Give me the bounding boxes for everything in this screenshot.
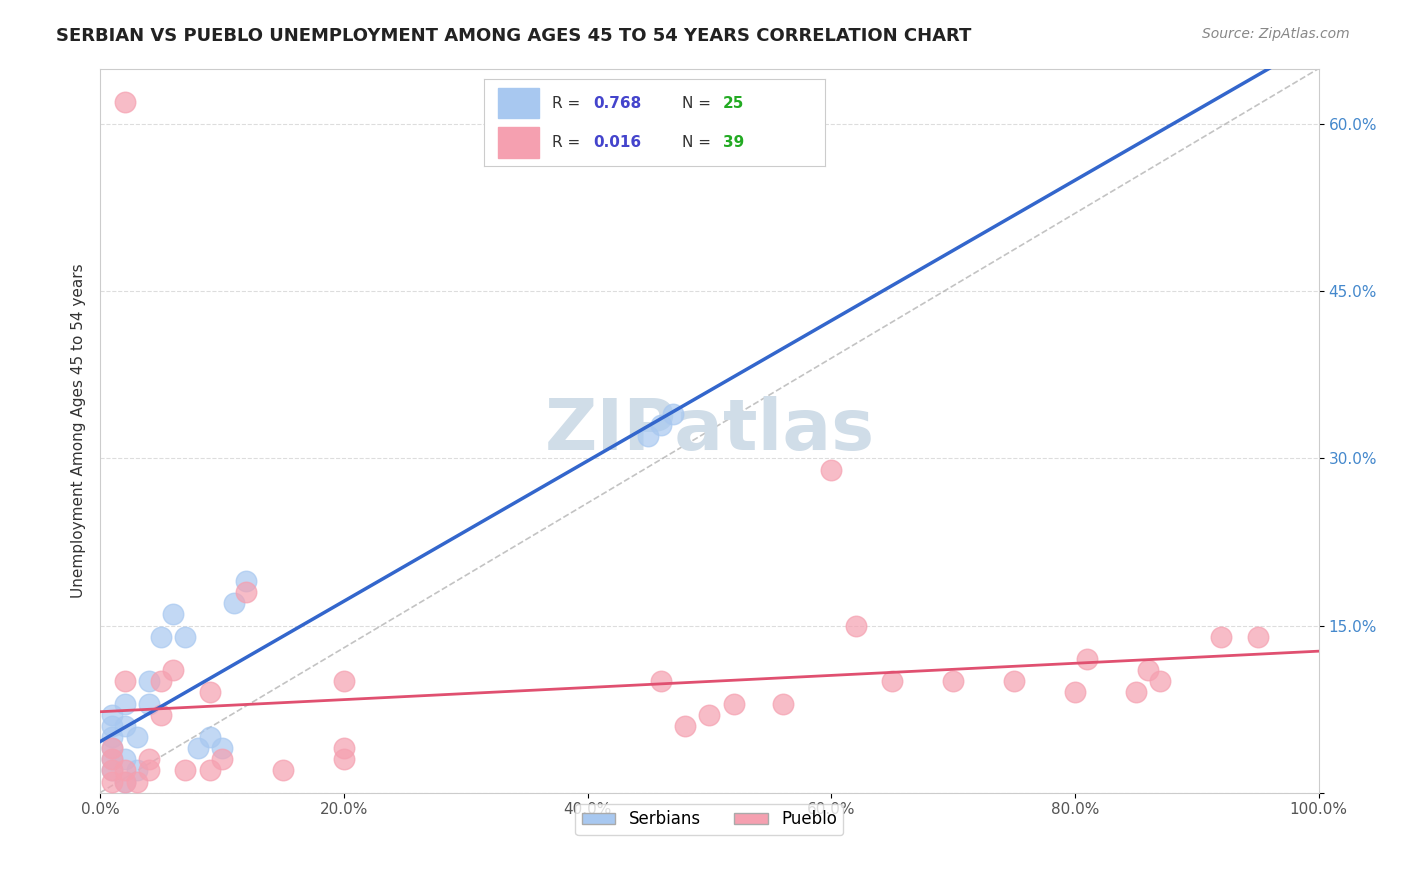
Point — [162, 607, 184, 622]
Point — [723, 697, 745, 711]
Point — [235, 574, 257, 588]
Point — [662, 407, 685, 421]
Point — [699, 707, 721, 722]
Point — [820, 462, 842, 476]
Point — [187, 741, 209, 756]
Point — [125, 730, 148, 744]
Point — [150, 707, 173, 722]
Point — [101, 741, 124, 756]
Point — [101, 730, 124, 744]
Point — [138, 697, 160, 711]
Point — [235, 585, 257, 599]
Point — [1149, 674, 1171, 689]
Text: SERBIAN VS PUEBLO UNEMPLOYMENT AMONG AGES 45 TO 54 YEARS CORRELATION CHART: SERBIAN VS PUEBLO UNEMPLOYMENT AMONG AGE… — [56, 27, 972, 45]
Point — [101, 774, 124, 789]
Point — [650, 417, 672, 432]
Point — [150, 674, 173, 689]
Point — [333, 741, 356, 756]
Point — [174, 764, 197, 778]
Point — [162, 663, 184, 677]
Point — [1064, 685, 1087, 699]
Point — [101, 707, 124, 722]
Point — [1125, 685, 1147, 699]
Point — [882, 674, 904, 689]
Point — [101, 719, 124, 733]
Point — [114, 774, 136, 789]
Point — [1211, 630, 1233, 644]
Point — [125, 774, 148, 789]
Point — [271, 764, 294, 778]
Point — [101, 752, 124, 766]
Point — [114, 674, 136, 689]
Point — [138, 752, 160, 766]
Point — [114, 774, 136, 789]
Point — [198, 730, 221, 744]
Point — [211, 752, 233, 766]
Point — [150, 630, 173, 644]
Point — [114, 764, 136, 778]
Point — [637, 429, 659, 443]
Point — [101, 764, 124, 778]
Text: Source: ZipAtlas.com: Source: ZipAtlas.com — [1202, 27, 1350, 41]
Point — [1002, 674, 1025, 689]
Point — [101, 752, 124, 766]
Point — [211, 741, 233, 756]
Point — [125, 764, 148, 778]
Point — [138, 764, 160, 778]
Point — [198, 685, 221, 699]
Point — [114, 697, 136, 711]
Point — [333, 674, 356, 689]
Point — [101, 741, 124, 756]
Point — [1076, 652, 1098, 666]
Point — [114, 719, 136, 733]
Point — [772, 697, 794, 711]
Point — [1137, 663, 1160, 677]
Point — [650, 674, 672, 689]
Point — [114, 752, 136, 766]
Point — [942, 674, 965, 689]
Point — [1247, 630, 1270, 644]
Point — [101, 764, 124, 778]
Point — [224, 596, 246, 610]
Point — [673, 719, 696, 733]
Point — [138, 674, 160, 689]
Y-axis label: Unemployment Among Ages 45 to 54 years: Unemployment Among Ages 45 to 54 years — [72, 263, 86, 598]
Point — [845, 618, 868, 632]
Point — [198, 764, 221, 778]
Point — [114, 95, 136, 109]
Point — [174, 630, 197, 644]
Point — [333, 752, 356, 766]
Text: ZIPatlas: ZIPatlas — [544, 396, 875, 465]
Legend: Serbians, Pueblo: Serbians, Pueblo — [575, 804, 844, 835]
